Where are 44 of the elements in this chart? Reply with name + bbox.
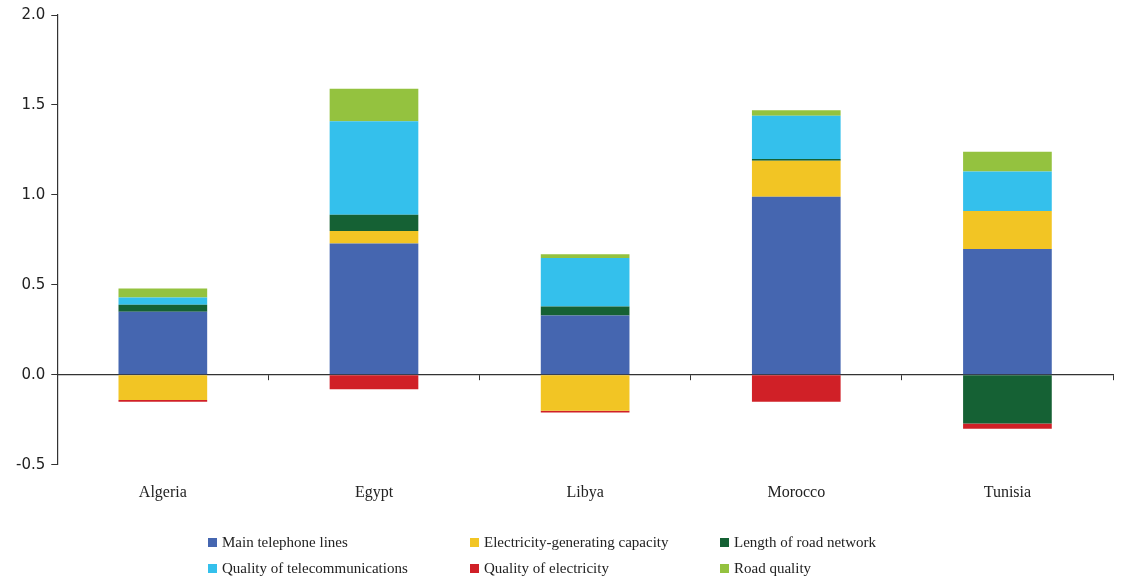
bar <box>963 171 1052 212</box>
x-tick-label: Libya <box>566 482 604 501</box>
y-tick-label: 1.0 <box>21 184 46 203</box>
bar <box>540 306 630 316</box>
bar <box>751 110 841 116</box>
y-tick-label: 0.5 <box>21 274 46 293</box>
bar <box>963 423 1052 429</box>
y-tick-label: 1.5 <box>21 94 46 113</box>
bar <box>751 375 841 402</box>
bar <box>751 196 841 375</box>
bar <box>329 121 419 215</box>
bar <box>329 88 419 122</box>
legend-label: Quality of telecommunications <box>222 560 408 577</box>
x-tick-label: Tunisia <box>983 482 1032 500</box>
bar <box>118 297 208 305</box>
legend-label: Main telephone lines <box>222 534 348 551</box>
bar <box>963 375 1052 424</box>
legend-label: Road quality <box>734 560 812 577</box>
bar <box>751 115 841 159</box>
bar <box>540 315 630 375</box>
bar <box>118 304 208 312</box>
bar <box>329 214 419 231</box>
bar <box>329 230 419 244</box>
bar <box>963 248 1052 375</box>
legend-label: Quality of electricity <box>484 560 609 577</box>
bar <box>540 254 630 258</box>
legend-label: Electricity-generating capacity <box>484 534 669 551</box>
x-tick-label: Egypt <box>354 482 394 501</box>
bar <box>118 311 208 375</box>
bar <box>329 375 419 390</box>
bar <box>540 375 630 411</box>
y-tick-label: 2.0 <box>21 4 46 23</box>
bar <box>963 151 1052 172</box>
y-tick-label: -0.5 <box>15 454 46 473</box>
legend-label: Length of road network <box>734 534 877 551</box>
y-tick-label: 0.0 <box>21 364 46 383</box>
bar <box>329 243 419 375</box>
bar <box>751 160 841 197</box>
x-tick-label: Algeria <box>138 482 187 501</box>
bar <box>540 257 630 307</box>
bar <box>118 375 208 401</box>
bar <box>118 288 208 298</box>
x-tick-label: Morocco <box>767 482 826 500</box>
bar <box>963 211 1052 249</box>
